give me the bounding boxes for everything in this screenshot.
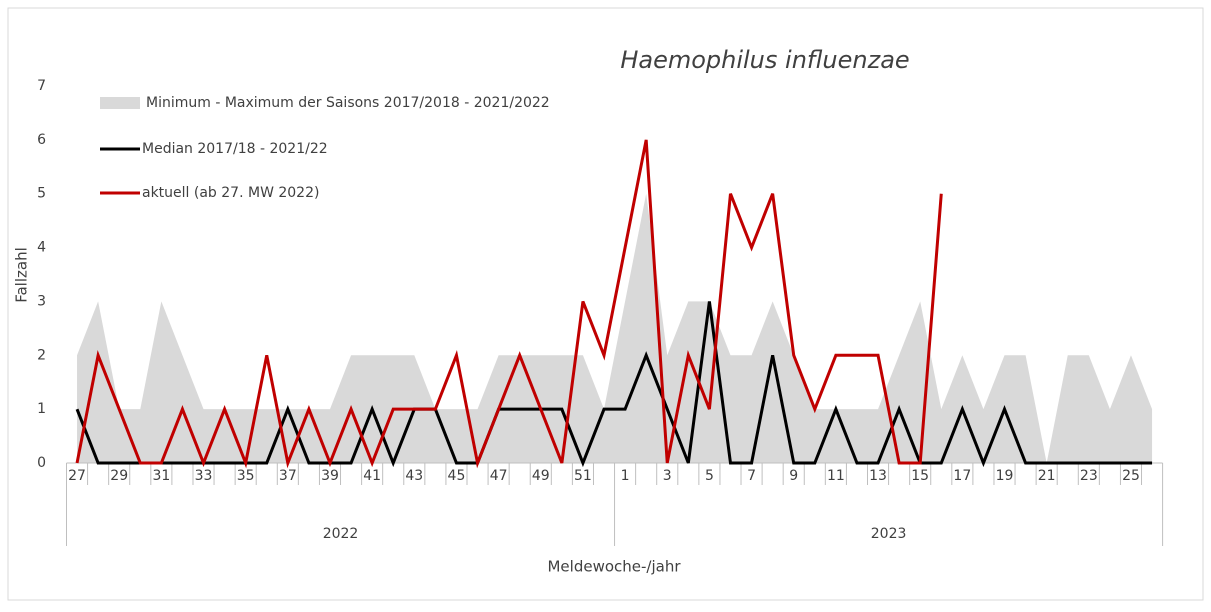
x-tick-label: 31: [152, 468, 170, 484]
x-tick-label: 11: [827, 468, 845, 484]
y-tick-label: 7: [37, 78, 46, 94]
x-tick-label: 39: [321, 468, 339, 484]
legend-label: Minimum - Maximum der Saisons 2017/2018 …: [146, 95, 550, 111]
x-tick-label: 3: [663, 468, 672, 484]
y-tick-label: 4: [37, 240, 46, 256]
x-group-label: 2023: [871, 526, 907, 542]
x-tick-label: 33: [195, 468, 213, 484]
x-axis-title: Meldewoche-/jahr: [547, 558, 681, 576]
y-tick-label: 3: [37, 293, 46, 309]
x-tick-label: 9: [789, 468, 798, 484]
y-tick-label: 0: [37, 455, 46, 471]
x-group-label: 2022: [323, 526, 359, 542]
y-axis-title: Fallzahl: [13, 247, 31, 303]
x-tick-label: 5: [705, 468, 714, 484]
x-tick-label: 23: [1080, 468, 1098, 484]
x-tick-label: 21: [1038, 468, 1056, 484]
series-line: [75, 139, 943, 469]
legend-swatch: [100, 97, 140, 109]
legend-label: Median 2017/18 - 2021/22: [142, 141, 328, 157]
chart-frame: [7, 7, 1204, 601]
y-tick-label: 2: [37, 347, 46, 363]
x-tick-label: 45: [448, 468, 466, 484]
x-tick-label: 37: [279, 468, 297, 484]
x-tick-label: 51: [574, 468, 592, 484]
x-tick-label: 1: [621, 468, 630, 484]
x-tick-label: 27: [68, 468, 86, 484]
x-tick-label: 49: [532, 468, 550, 484]
x-tick-label: 47: [490, 468, 508, 484]
x-tick-label: 13: [869, 468, 887, 484]
x-tick-label: 35: [237, 468, 255, 484]
x-tick-label: 41: [363, 468, 381, 484]
legend-label: aktuell (ab 27. MW 2022): [142, 185, 319, 201]
x-tick-label: 15: [911, 468, 929, 484]
series-line: [75, 301, 1153, 468]
chart-title: Haemophilus influenzae: [620, 46, 909, 74]
x-tick-label: 19: [996, 468, 1014, 484]
x-tick-label: 29: [110, 468, 128, 484]
x-tick-label: 25: [1122, 468, 1140, 484]
range-area: [77, 193, 1153, 463]
x-tick-label: 43: [405, 468, 423, 484]
y-tick-label: 5: [37, 186, 46, 202]
y-tick-label: 1: [37, 401, 46, 417]
x-tick-label: 17: [953, 468, 971, 484]
y-tick-label: 6: [37, 132, 46, 148]
x-tick-label: 7: [747, 468, 756, 484]
